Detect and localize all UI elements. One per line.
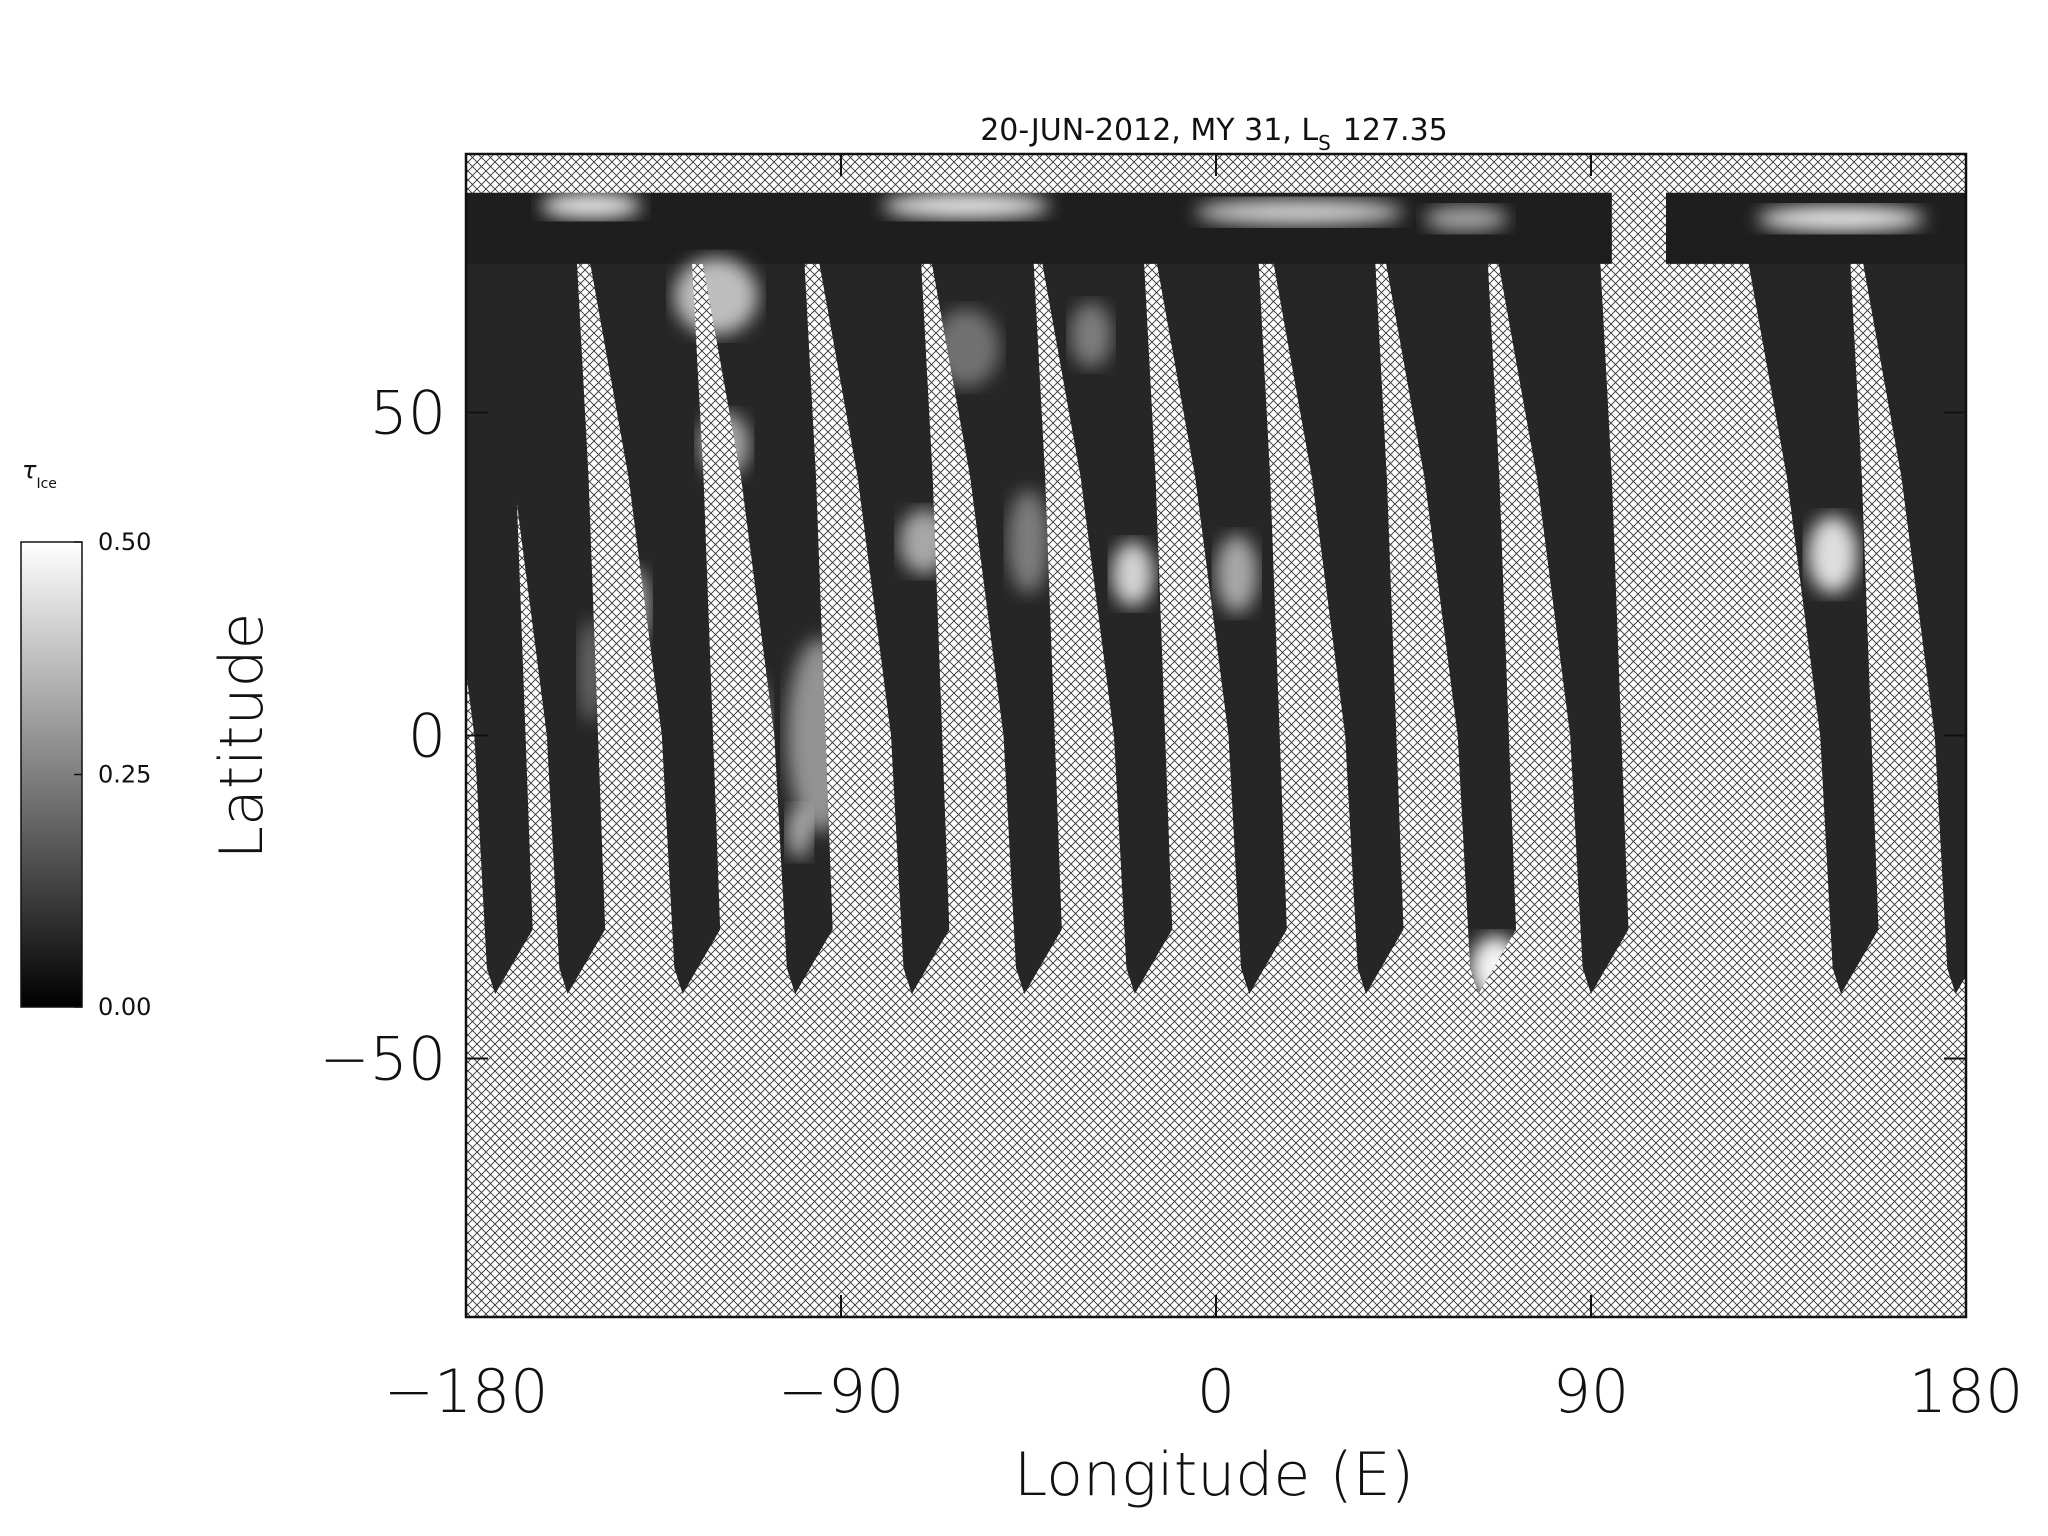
- cloud: [786, 806, 812, 859]
- cloud: [882, 192, 1050, 219]
- title-tail: 127.35: [1343, 113, 1448, 148]
- x-tick-label: 0: [1197, 1357, 1235, 1427]
- cloud: [674, 257, 758, 335]
- swath: [1038, 244, 1173, 994]
- cloud: [1007, 489, 1050, 594]
- x-tick-label: −180: [384, 1357, 549, 1427]
- colorbar-label: τIce: [22, 456, 57, 492]
- cloud: [1070, 302, 1112, 368]
- cloud: [1195, 199, 1404, 226]
- swath: [1745, 244, 1879, 994]
- swath: [1495, 244, 1629, 994]
- swath: [816, 244, 950, 994]
- colorbar-symbol: τ: [22, 456, 37, 484]
- colorbar-tick-label: 0.25: [98, 761, 151, 789]
- swath: [1153, 244, 1287, 994]
- title-text: 20-JUN-2012, MY 31, L: [980, 113, 1318, 148]
- swath: [1859, 244, 1966, 994]
- x-tick-label: −90: [778, 1357, 905, 1427]
- swath: [928, 244, 1062, 994]
- swath: [1270, 244, 1404, 994]
- swath: [471, 244, 606, 994]
- cloud: [1807, 515, 1858, 594]
- x-tick-label: 90: [1553, 1357, 1629, 1427]
- cloud: [1424, 205, 1508, 232]
- cloud: [1757, 205, 1925, 232]
- chart-title: 20-JUN-2012, MY 31, LS 127.35: [980, 113, 1448, 155]
- swath: [1382, 244, 1516, 994]
- x-tick-label: 180: [1909, 1357, 2024, 1427]
- y-axis-label: Latitude: [207, 613, 277, 860]
- colorbar: [20, 541, 83, 1008]
- colorbar-subscript: Ice: [36, 476, 56, 492]
- title-subscript: S: [1318, 131, 1331, 155]
- y-tick-label: 0: [408, 702, 446, 772]
- colorbar-tick-label: 0.00: [98, 993, 151, 1021]
- cloud: [1111, 541, 1154, 607]
- swath: [466, 244, 533, 994]
- colorbar-tick-label: 0.50: [98, 528, 151, 556]
- x-axis-label: Longitude (E): [1014, 1440, 1414, 1510]
- swath: [586, 244, 721, 994]
- y-tick-label: 50: [370, 378, 446, 448]
- cloud: [1216, 535, 1258, 613]
- cloud: [541, 192, 641, 219]
- y-tick-label: −50: [319, 1025, 446, 1095]
